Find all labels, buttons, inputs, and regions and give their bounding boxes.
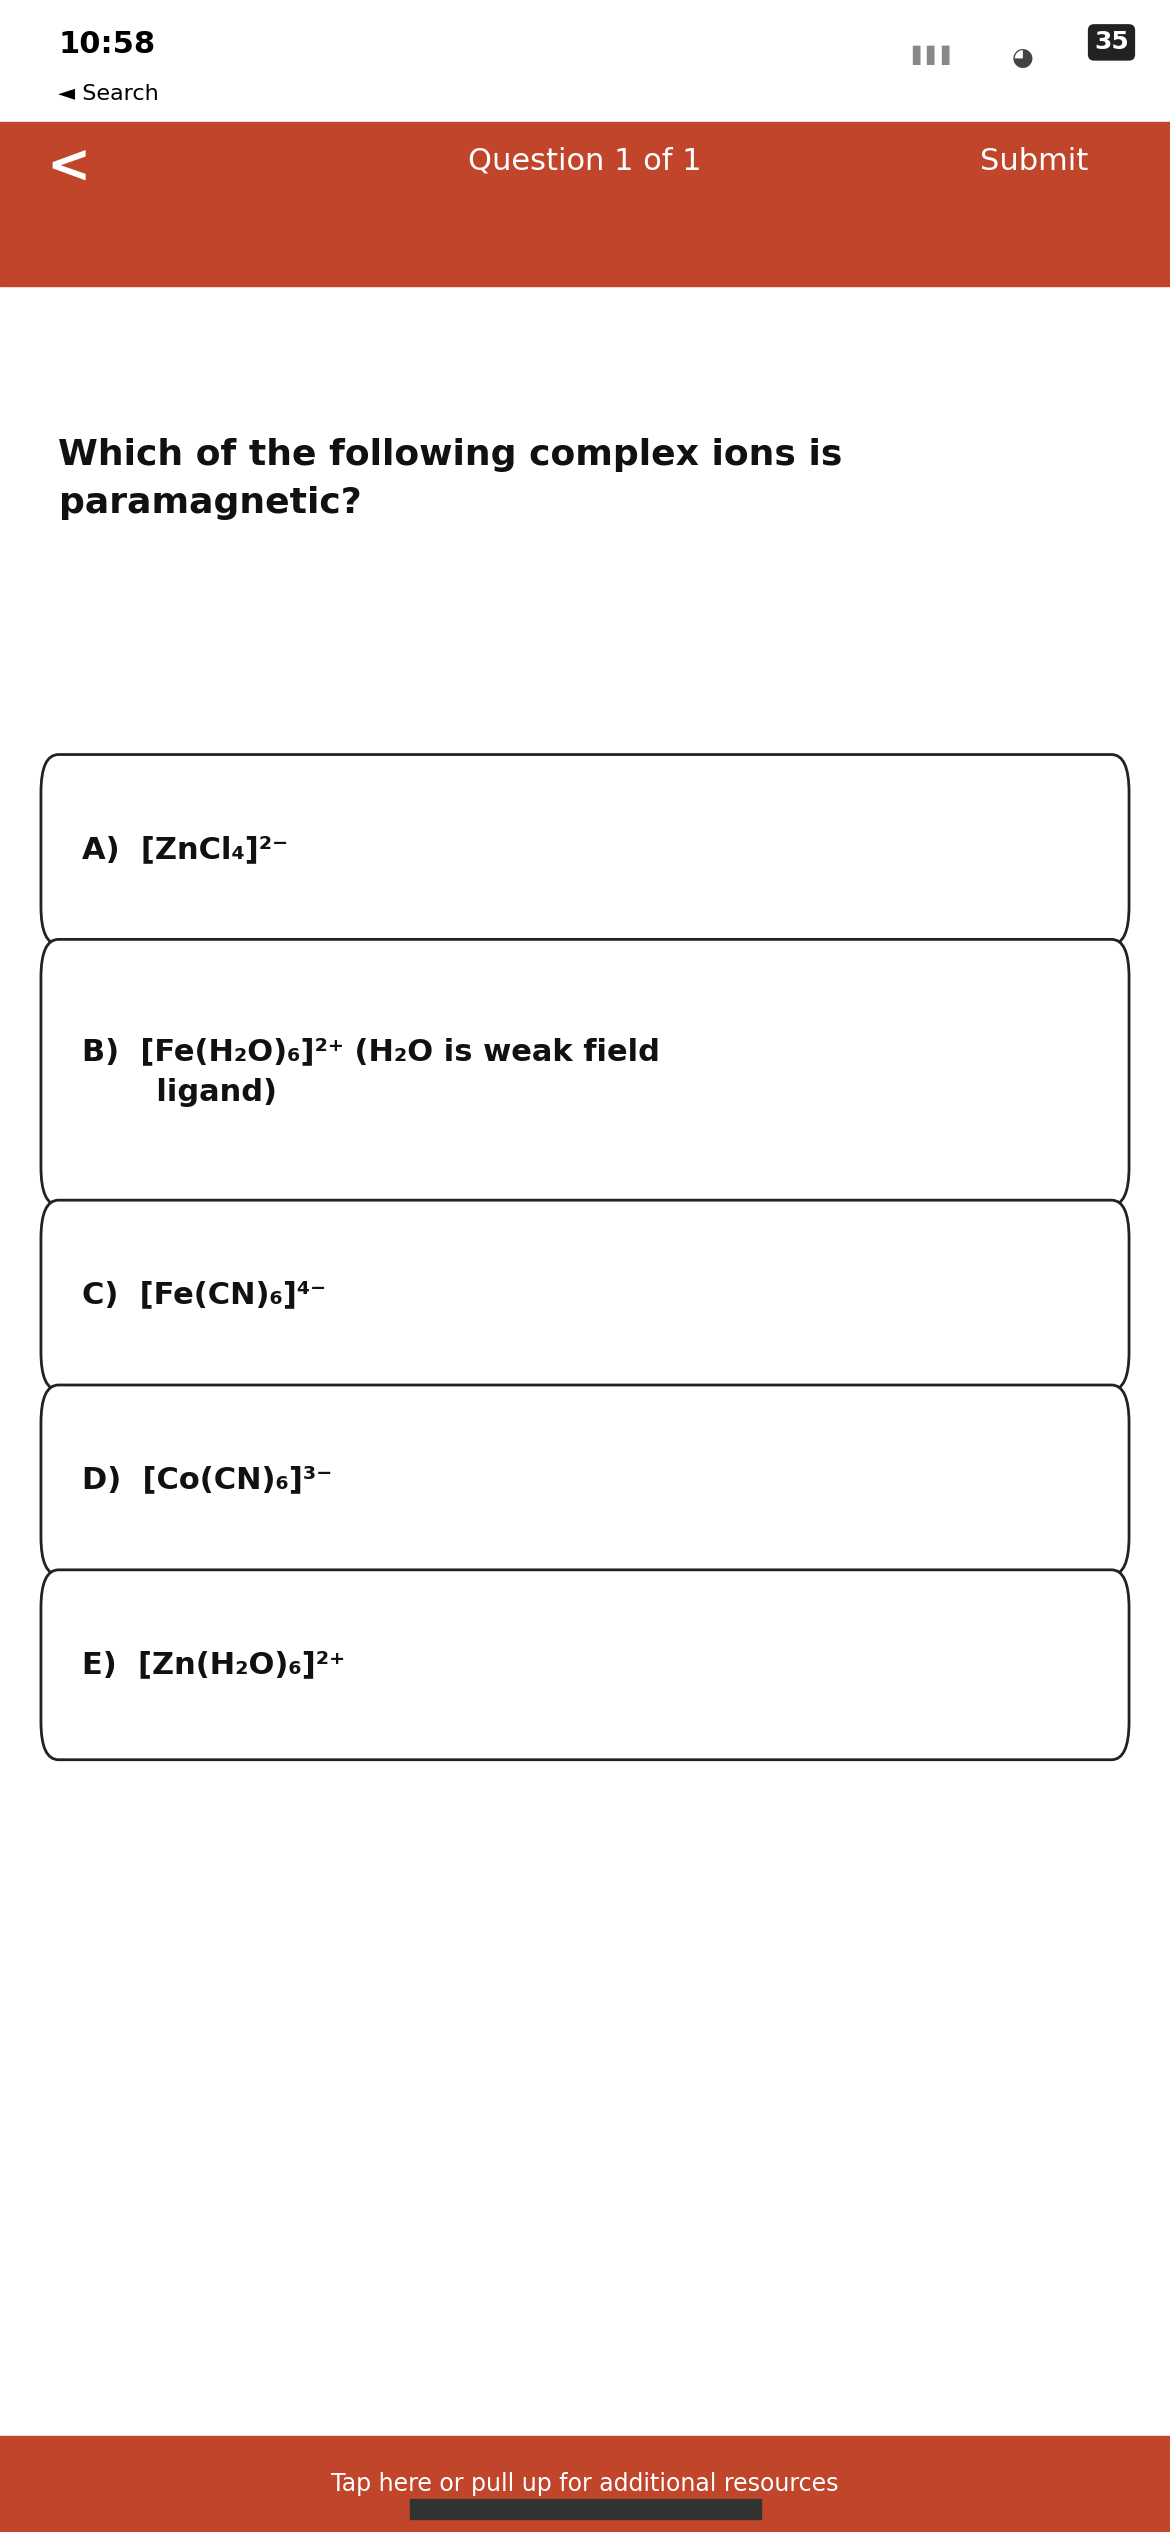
- Text: D)  [Co(CN)₆]³⁻: D) [Co(CN)₆]³⁻: [82, 1466, 332, 1494]
- Text: C)  [Fe(CN)₆]⁴⁻: C) [Fe(CN)₆]⁴⁻: [82, 1281, 326, 1309]
- Text: Submit: Submit: [979, 147, 1088, 175]
- Text: <: <: [47, 142, 91, 195]
- Text: ▌▌▌: ▌▌▌: [913, 46, 957, 66]
- FancyBboxPatch shape: [41, 755, 1129, 944]
- Text: Question 1 of 1: Question 1 of 1: [468, 147, 702, 175]
- Text: B)  [Fe(H₂O)₆]²⁺ (H₂O is weak field
       ligand): B) [Fe(H₂O)₆]²⁺ (H₂O is weak field ligan…: [82, 1038, 660, 1106]
- FancyBboxPatch shape: [41, 939, 1129, 1205]
- Bar: [0, 122, 1170, 286]
- FancyBboxPatch shape: [41, 1570, 1129, 1760]
- Bar: [0, 2436, 1170, 2532]
- Text: Which of the following complex ions is
paramagnetic?: Which of the following complex ions is p…: [58, 438, 842, 519]
- Text: A)  [ZnCl₄]²⁻: A) [ZnCl₄]²⁻: [82, 836, 288, 863]
- FancyBboxPatch shape: [41, 1385, 1129, 1575]
- FancyBboxPatch shape: [41, 1200, 1129, 1390]
- Bar: [0, 0, 1170, 122]
- Text: ◄ Search: ◄ Search: [58, 84, 159, 104]
- Text: E)  [Zn(H₂O)₆]²⁺: E) [Zn(H₂O)₆]²⁺: [82, 1651, 345, 1679]
- Text: 35: 35: [1094, 30, 1129, 53]
- Text: Tap here or pull up for additional resources: Tap here or pull up for additional resou…: [331, 2471, 839, 2497]
- Bar: [410, 2499, 760, 2519]
- Text: ◕: ◕: [1012, 46, 1034, 68]
- Text: 10:58: 10:58: [58, 30, 156, 58]
